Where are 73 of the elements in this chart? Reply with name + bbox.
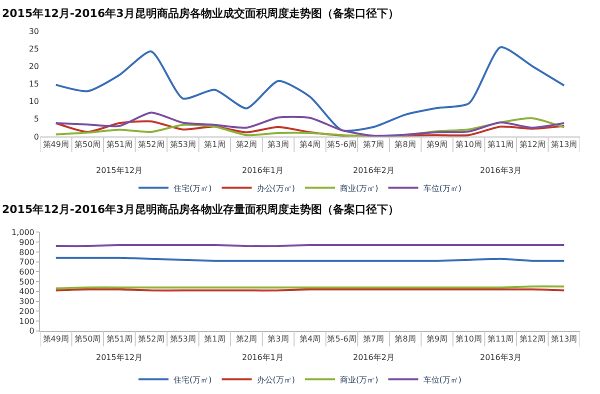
x-tick-label: 第12周	[519, 334, 546, 344]
x-tick-label: 第4周	[299, 334, 321, 344]
legend-label: 住宅(万㎡)	[174, 184, 212, 193]
text: 2016年3月	[480, 166, 522, 175]
x-tick-label: 第49周	[42, 334, 69, 344]
legend-label: 商业(万㎡)	[340, 184, 378, 193]
y-tick-label: 1,000	[11, 228, 34, 238]
chart-title: 2015年12月-2016年3月昆明商品房各物业成交面积周度走势图（备案口径下）	[2, 7, 399, 20]
x-tick-label: 第10周	[456, 334, 482, 344]
x-tick-label: 第51周	[106, 334, 133, 344]
y-tick-label: 25	[28, 44, 39, 54]
y-tick-label: 700	[19, 258, 34, 267]
line-series	[54, 117, 566, 136]
y-tick-label: 0	[34, 132, 39, 142]
legend-label: 车位(万㎡)	[423, 184, 462, 193]
text: 2016年2月	[353, 353, 394, 362]
x-tick-label: 第5-6周	[327, 140, 356, 150]
y-tick-label: 200	[19, 306, 34, 316]
x-tick-label: 第8周	[394, 140, 416, 150]
y-tick-label: 5	[34, 114, 39, 124]
y-tick-label: 15	[28, 80, 39, 89]
legend-label: 商业(万㎡)	[340, 375, 378, 384]
line-series	[54, 112, 566, 136]
y-tick-label: 100	[19, 316, 34, 326]
text: 2016年2月	[353, 166, 394, 175]
text: 2015年12月	[96, 166, 143, 175]
y-tick-label: 900	[19, 238, 34, 247]
x-tick-label: 第8周	[394, 334, 416, 344]
text: 2016年1月	[242, 353, 284, 362]
x-tick-label: 第11周	[487, 334, 514, 344]
x-tick-label: 第52周	[138, 140, 164, 150]
x-tick-label: 第13周	[551, 140, 578, 150]
x-tick-label: 第2周	[236, 334, 258, 344]
x-tick-label: 第3周	[268, 140, 289, 150]
x-tick-label: 第49周	[42, 140, 69, 150]
legend-label: 办公(万㎡)	[256, 375, 295, 384]
y-tick-label: 400	[19, 287, 34, 296]
y-tick-label: 500	[19, 277, 34, 286]
y-tick-label: 800	[19, 248, 34, 257]
x-tick-label: 第52周	[138, 334, 164, 344]
x-tick-label: 第12周	[519, 140, 546, 150]
x-tick-label: 第11周	[487, 140, 514, 150]
y-tick-label: 10	[28, 97, 39, 106]
x-tick-label: 第1周	[204, 140, 226, 150]
x-tick-label: 第53周	[170, 334, 196, 344]
text: 2015年12月	[96, 353, 143, 362]
y-tick-label: 0	[29, 326, 34, 336]
x-tick-label: 第53周	[170, 140, 196, 150]
x-tick-label: 第7周	[362, 334, 384, 344]
text: 2016年1月	[242, 166, 284, 175]
x-tick-label: 第2周	[236, 140, 258, 150]
y-tick-label: 30	[28, 26, 39, 36]
x-tick-label: 第4周	[299, 140, 321, 150]
x-tick-label: 第13周	[551, 334, 578, 344]
x-tick-label: 第7周	[362, 140, 384, 150]
y-tick-label: 20	[28, 62, 39, 72]
x-tick-label: 第51周	[106, 140, 133, 150]
x-tick-label: 第50周	[74, 334, 101, 344]
legend-label: 住宅(万㎡)	[174, 375, 212, 384]
legend-label: 办公(万㎡)	[256, 184, 295, 193]
legend-label: 车位(万㎡)	[423, 375, 462, 384]
x-tick-label: 第9周	[426, 140, 448, 150]
x-tick-label: 第10周	[456, 140, 482, 150]
y-tick-label: 300	[19, 297, 34, 306]
y-tick-label: 600	[19, 267, 34, 276]
text: 2016年3月	[480, 353, 522, 362]
chart-title: 2015年12月-2016年3月昆明商品房各物业存量面积周度走势图（备案口径下）	[2, 203, 399, 216]
line-series	[54, 46, 566, 132]
x-tick-label: 第3周	[268, 334, 289, 344]
x-tick-label: 第5-6周	[327, 334, 356, 344]
x-tick-label: 第1周	[204, 334, 226, 344]
x-tick-label: 第9周	[426, 334, 448, 344]
x-tick-label: 第50周	[74, 140, 101, 150]
